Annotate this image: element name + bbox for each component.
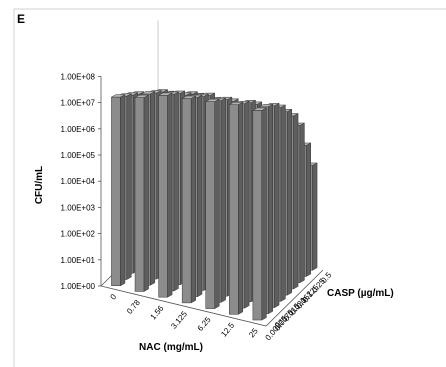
bar-top-face xyxy=(181,95,197,99)
bar-front-face xyxy=(134,97,145,292)
bar-side-face xyxy=(167,92,173,298)
bar xyxy=(204,98,221,310)
y-axis-title: CFU/mL xyxy=(34,166,45,204)
bar-side-face xyxy=(267,103,273,315)
bar-top-face xyxy=(204,98,221,102)
bar-side-face xyxy=(238,101,244,315)
bar-side-face xyxy=(126,93,132,280)
panel-label: E xyxy=(17,12,25,26)
y-tick-label: 1.00E+08 xyxy=(61,72,96,81)
bar-front-face xyxy=(158,95,168,298)
z-axis-title: CASP (µg/mL) xyxy=(327,288,394,299)
bar-side-face xyxy=(244,100,250,309)
bar-side-face xyxy=(286,108,292,296)
y-tick-labels: 1.00E+00 1.00E+01 1.00E+02 1.00E+03 1.00E+04… xyxy=(61,72,96,291)
bar-side-face xyxy=(312,162,318,271)
bar xyxy=(228,101,244,315)
bar-side-face xyxy=(220,97,226,303)
bar-side-face xyxy=(173,91,179,292)
bar-front-face xyxy=(111,96,121,286)
x-axis-title: NAC (mg/mL) xyxy=(139,342,203,353)
bar-front-face xyxy=(252,110,263,321)
bar-side-face xyxy=(214,98,220,310)
x-tick-label: 6.25 xyxy=(196,315,213,333)
bar-top-face xyxy=(251,107,268,111)
bar-side-face xyxy=(280,104,286,302)
bar-side-face xyxy=(120,94,126,287)
bar-side-face xyxy=(299,122,305,284)
bar-side-face xyxy=(305,142,311,277)
bar-front-face xyxy=(181,98,192,304)
bar-front-face xyxy=(229,104,239,315)
bars xyxy=(110,89,319,321)
bar-side-face xyxy=(274,102,280,309)
bar xyxy=(110,94,126,287)
bar-side-face xyxy=(150,91,156,286)
floor-front-edge xyxy=(100,269,324,327)
y-tick-label: 1.00E+04 xyxy=(61,177,96,186)
bar-top-face xyxy=(140,91,156,95)
y-tick-label: 1.00E+07 xyxy=(61,99,96,108)
z-tick-label: 0 xyxy=(273,320,283,330)
bar xyxy=(157,92,174,298)
y-tick-label: 1.00E+02 xyxy=(61,230,96,239)
x-tick-label: 25 xyxy=(247,326,260,339)
y-tick-label: 1.00E+01 xyxy=(61,256,96,265)
bar-top-face xyxy=(157,92,174,96)
bar-front-face xyxy=(205,101,215,309)
x-tick-label: 3.125 xyxy=(169,309,189,331)
bar xyxy=(181,95,197,304)
y-tick-label: 1.00E+03 xyxy=(61,203,96,212)
bar-side-face xyxy=(190,95,196,304)
x-tick-label: 0 xyxy=(109,292,119,302)
bar-side-face xyxy=(293,113,299,290)
x-tick-label: 0.78 xyxy=(125,298,142,316)
bar xyxy=(134,94,150,292)
x-tick-label: 1.56 xyxy=(149,303,166,321)
bar xyxy=(251,107,268,321)
bar-top-face xyxy=(110,94,126,98)
bar-top-face xyxy=(228,101,244,105)
bar-top-face xyxy=(134,94,150,98)
y-tick-label: 1.00E+05 xyxy=(61,151,96,160)
bar-side-face xyxy=(197,94,203,298)
bar-side-face xyxy=(143,94,149,292)
y-tick-label: 1.00E+00 xyxy=(61,282,96,291)
bar-side-face xyxy=(261,107,267,321)
y-tick-label: 1.00E+06 xyxy=(61,125,96,134)
bar-top-face xyxy=(258,104,274,108)
x-tick-label: 12.5 xyxy=(219,321,236,339)
